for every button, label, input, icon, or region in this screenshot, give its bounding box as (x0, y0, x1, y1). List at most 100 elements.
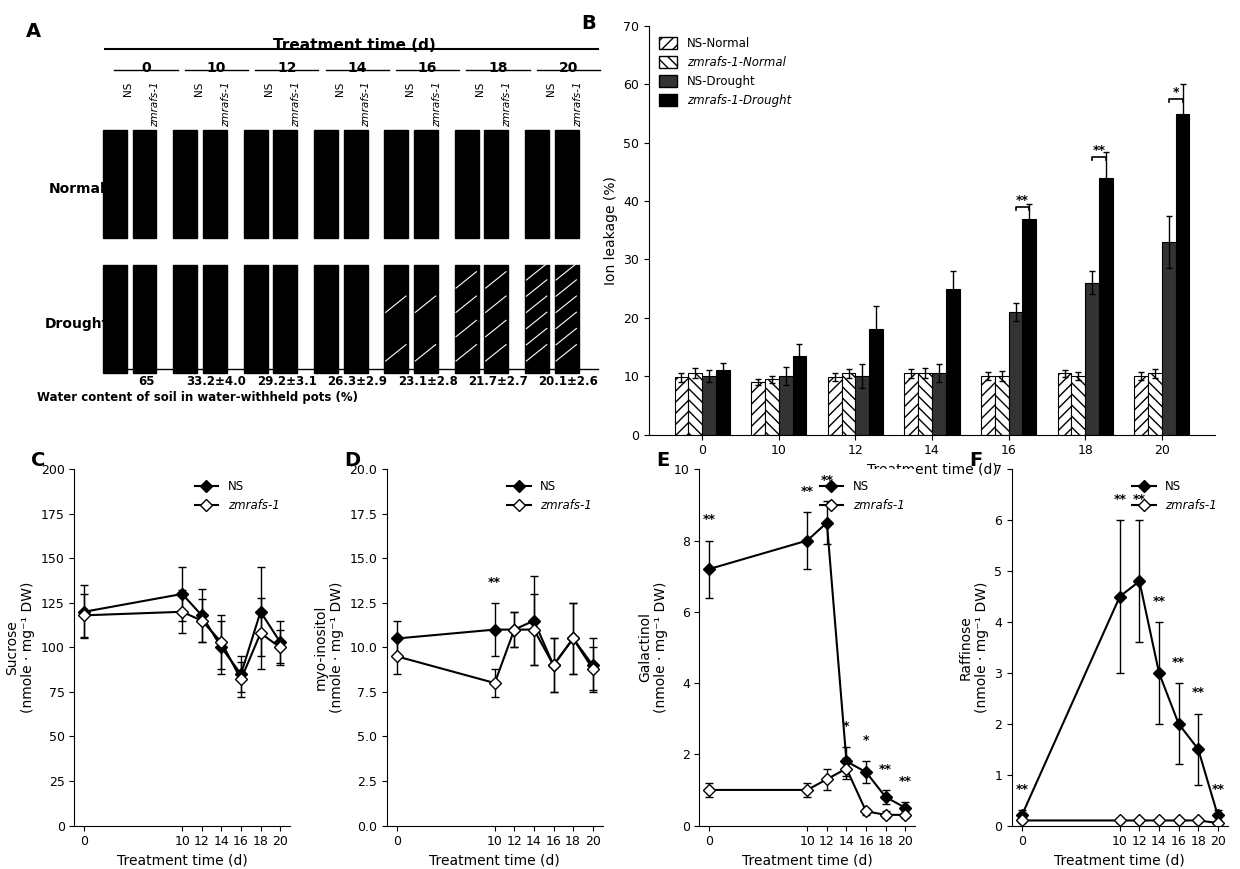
FancyBboxPatch shape (103, 129, 126, 238)
Text: 65: 65 (138, 375, 154, 388)
Bar (779, 376, 792, 434)
Text: zmrafs-1: zmrafs-1 (361, 81, 371, 127)
Text: **: ** (1133, 493, 1146, 506)
Text: **: ** (821, 474, 833, 487)
FancyBboxPatch shape (174, 264, 197, 374)
Text: **: ** (1152, 594, 1166, 607)
FancyBboxPatch shape (133, 264, 156, 374)
Text: **: ** (489, 575, 501, 588)
Text: Treatment time (d): Treatment time (d) (273, 38, 435, 53)
Text: E: E (656, 452, 670, 470)
Text: NS: NS (264, 81, 274, 96)
Text: **: ** (1016, 194, 1029, 207)
Legend: NS, zmrafs-1: NS, zmrafs-1 (1127, 475, 1221, 516)
Text: zmrafs-1: zmrafs-1 (573, 81, 583, 127)
Y-axis label: myo-inositol
(nmole · mg⁻¹ DW): myo-inositol (nmole · mg⁻¹ DW) (314, 581, 343, 713)
FancyBboxPatch shape (174, 129, 197, 238)
Text: 26.3±2.9: 26.3±2.9 (327, 375, 387, 388)
Text: 23.1±2.8: 23.1±2.8 (398, 375, 458, 388)
FancyBboxPatch shape (343, 129, 367, 238)
Bar (702, 376, 715, 434)
Bar (1162, 242, 1176, 434)
X-axis label: Treatment time (d): Treatment time (d) (867, 463, 997, 477)
FancyBboxPatch shape (414, 129, 438, 238)
Bar (1058, 374, 1071, 434)
FancyBboxPatch shape (485, 129, 508, 238)
FancyBboxPatch shape (343, 264, 367, 374)
Bar (828, 377, 842, 434)
Text: 20: 20 (559, 61, 578, 75)
Text: zmrafs-1: zmrafs-1 (291, 81, 301, 127)
Bar (1008, 312, 1023, 434)
Text: 0: 0 (141, 61, 151, 75)
Bar (946, 289, 960, 434)
FancyBboxPatch shape (455, 264, 479, 374)
Text: Water content of soil in water-withheld pots (%): Water content of soil in water-withheld … (37, 391, 358, 404)
Text: *: * (863, 734, 869, 747)
Text: Drought: Drought (45, 317, 109, 331)
Bar (981, 376, 994, 434)
Text: 33.2±4.0: 33.2±4.0 (186, 375, 247, 388)
Bar (994, 376, 1008, 434)
FancyBboxPatch shape (314, 129, 337, 238)
X-axis label: Treatment time (d): Treatment time (d) (429, 854, 560, 868)
X-axis label: Treatment time (d): Treatment time (d) (117, 854, 248, 868)
Bar (1085, 282, 1099, 434)
Y-axis label: Raffinose
(nmole · mg⁻¹ DW): Raffinose (nmole · mg⁻¹ DW) (959, 581, 988, 713)
FancyBboxPatch shape (133, 129, 156, 238)
Text: zmrafs-1: zmrafs-1 (150, 81, 160, 127)
X-axis label: Treatment time (d): Treatment time (d) (1054, 854, 1185, 868)
Text: zmrafs-1: zmrafs-1 (502, 81, 512, 127)
Bar (1099, 178, 1112, 434)
Bar (869, 329, 883, 434)
Y-axis label: Galactinol
(nmole · mg⁻¹ DW): Galactinol (nmole · mg⁻¹ DW) (639, 581, 668, 713)
Bar (856, 376, 869, 434)
Text: **: ** (801, 485, 813, 498)
Text: 21.7±2.7: 21.7±2.7 (467, 375, 528, 388)
FancyBboxPatch shape (203, 129, 227, 238)
Text: A: A (26, 22, 41, 41)
Text: NS: NS (124, 81, 134, 96)
Text: 16: 16 (418, 61, 438, 75)
Text: 12: 12 (277, 61, 296, 75)
FancyBboxPatch shape (244, 129, 268, 238)
Text: NS: NS (475, 81, 485, 96)
Bar (1071, 376, 1085, 434)
Bar (919, 374, 932, 434)
Text: zmrafs-1: zmrafs-1 (432, 81, 441, 127)
Text: *: * (843, 720, 849, 733)
Bar (842, 374, 856, 434)
Bar (675, 377, 688, 434)
Text: **: ** (703, 514, 715, 527)
Text: C: C (31, 452, 46, 470)
Legend: NS, zmrafs-1: NS, zmrafs-1 (190, 475, 284, 516)
Text: **: ** (899, 775, 911, 788)
Bar (792, 355, 806, 434)
Text: NS: NS (405, 81, 415, 96)
Text: NS: NS (335, 81, 345, 96)
Text: Normal: Normal (48, 182, 105, 196)
Text: 10: 10 (207, 61, 226, 75)
Legend: NS, zmrafs-1: NS, zmrafs-1 (815, 475, 909, 516)
Bar (765, 379, 779, 434)
Legend: NS, zmrafs-1: NS, zmrafs-1 (502, 475, 596, 516)
FancyBboxPatch shape (526, 129, 549, 238)
Text: F: F (968, 452, 982, 470)
Bar (1148, 374, 1162, 434)
FancyBboxPatch shape (273, 129, 298, 238)
Text: **: ** (1192, 687, 1205, 700)
Bar (1135, 376, 1148, 434)
Text: 18: 18 (489, 61, 507, 75)
Text: **: ** (1016, 783, 1028, 796)
Text: **: ** (1211, 783, 1224, 796)
Legend: NS-Normal, zmrafs-1-Normal, NS-Drought, zmrafs-1-Drought: NS-Normal, zmrafs-1-Normal, NS-Drought, … (655, 32, 796, 111)
Y-axis label: Sucrose
(nmole · mg⁻¹ DW): Sucrose (nmole · mg⁻¹ DW) (5, 581, 35, 713)
Text: **: ** (1114, 493, 1126, 506)
FancyBboxPatch shape (554, 264, 579, 374)
Text: NS: NS (193, 81, 203, 96)
Text: **: ** (879, 763, 892, 776)
FancyBboxPatch shape (384, 129, 408, 238)
Text: **: ** (1172, 656, 1185, 669)
FancyBboxPatch shape (203, 264, 227, 374)
FancyBboxPatch shape (455, 129, 479, 238)
